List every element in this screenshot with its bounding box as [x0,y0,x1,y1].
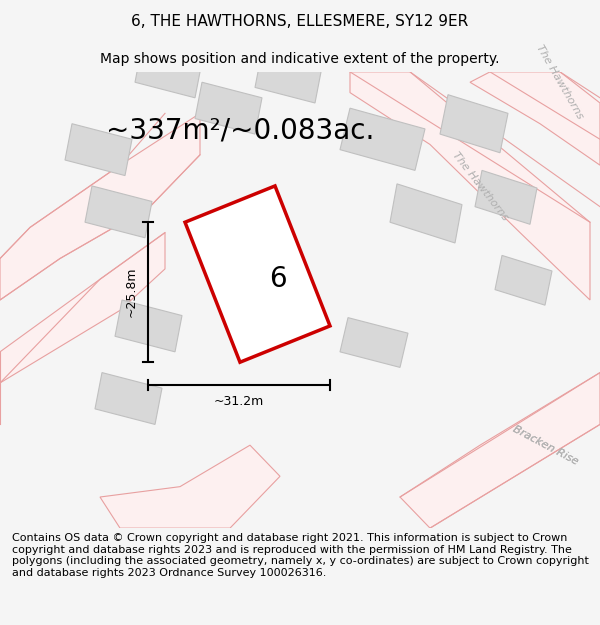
Text: The Hawthorns: The Hawthorns [450,150,510,222]
Polygon shape [185,186,330,362]
Polygon shape [255,51,322,103]
Text: Bracken Rise: Bracken Rise [511,424,580,467]
Polygon shape [340,318,408,368]
Polygon shape [470,72,600,165]
Text: ~25.8m: ~25.8m [125,267,138,318]
Polygon shape [350,72,590,300]
Polygon shape [475,171,537,224]
Polygon shape [440,94,508,152]
Polygon shape [495,256,552,305]
Polygon shape [195,82,262,134]
Polygon shape [0,232,165,424]
Text: Map shows position and indicative extent of the property.: Map shows position and indicative extent… [100,52,500,66]
Polygon shape [85,186,152,238]
Polygon shape [400,372,600,528]
Text: 6: 6 [269,265,286,293]
Polygon shape [0,113,200,300]
Text: ~31.2m: ~31.2m [214,396,264,408]
Polygon shape [135,46,202,98]
Text: Contains OS data © Crown copyright and database right 2021. This information is : Contains OS data © Crown copyright and d… [12,533,589,578]
Polygon shape [115,300,182,352]
Text: ~337m²/~0.083ac.: ~337m²/~0.083ac. [106,116,374,144]
Polygon shape [100,445,280,528]
Polygon shape [390,184,462,243]
Polygon shape [65,124,132,176]
Text: 6, THE HAWTHORNS, ELLESMERE, SY12 9ER: 6, THE HAWTHORNS, ELLESMERE, SY12 9ER [131,14,469,29]
Text: The Hawthorns: The Hawthorns [535,43,586,121]
Text: Bracken Rise: Bracken Rise [511,424,580,467]
Polygon shape [95,372,162,424]
Polygon shape [340,108,425,171]
